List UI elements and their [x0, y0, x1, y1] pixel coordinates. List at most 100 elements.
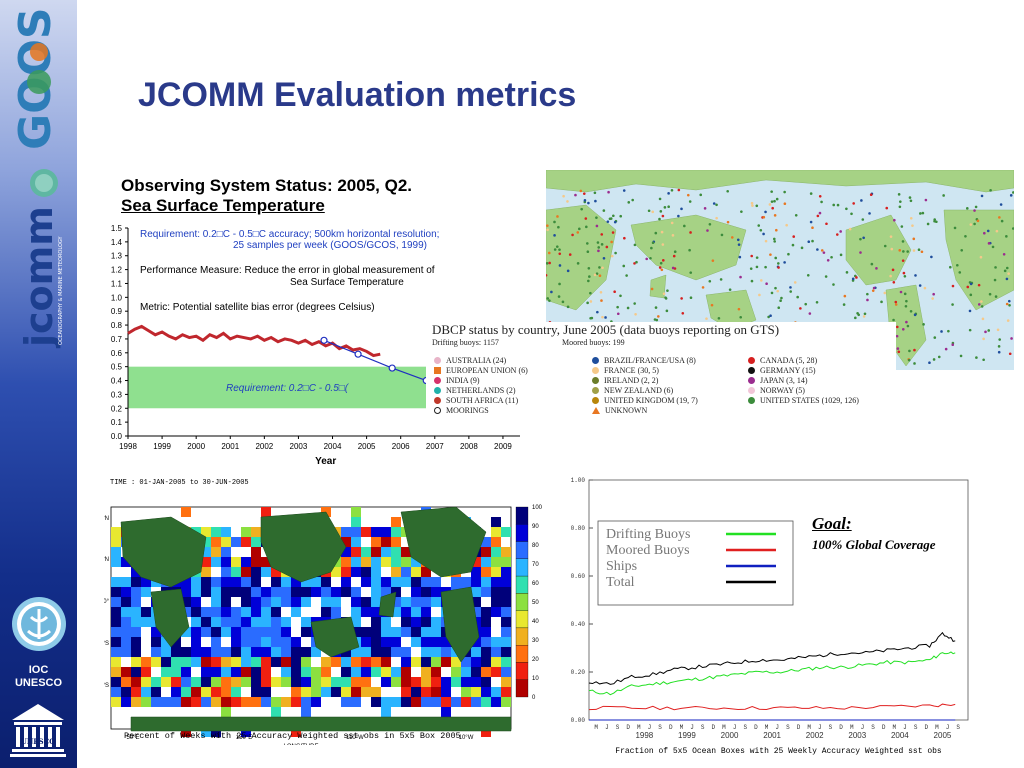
- legend-label: BRAZIL/FRANCE/USA (8): [604, 356, 696, 365]
- grid-cell: [401, 697, 411, 707]
- grid-cell: [431, 657, 441, 667]
- band-label: Requirement: 0.2□C - 0.5□(: [226, 383, 350, 394]
- grid-cell: [221, 557, 231, 567]
- month-tick-label: J: [903, 724, 907, 731]
- sidebar: GOOS jcomm OCEANOGRAPHY & MARINE METEORO…: [0, 0, 77, 768]
- buoy-dot: [895, 325, 899, 329]
- buoy-dot: [923, 286, 927, 290]
- grid-cell: [151, 647, 161, 657]
- buoy-dot: [755, 204, 759, 208]
- grid-cell: [181, 697, 191, 707]
- lat-label: 40°N: [104, 557, 109, 563]
- grid-cell: [311, 677, 321, 687]
- grid-cell: [391, 697, 401, 707]
- buoy-dot: [651, 241, 655, 245]
- grid-cell: [211, 697, 221, 707]
- buoy-dot: [894, 303, 898, 306]
- grid-cell: [441, 697, 451, 707]
- month-tick-label: S: [871, 724, 875, 731]
- grid-cell: [301, 677, 311, 687]
- buoy-dot: [670, 188, 674, 192]
- grid-cell: [371, 577, 381, 587]
- grid-cell: [121, 577, 131, 587]
- buoy-dot: [953, 226, 957, 230]
- grid-cell: [391, 527, 401, 537]
- dbcp-legend-panel: DBCP status by country, June 2005 (data …: [426, 322, 896, 422]
- grid-cell: [181, 647, 191, 657]
- buoy-dot: [546, 224, 549, 227]
- grid-cell: [501, 607, 511, 617]
- buoy-dot: [969, 282, 973, 286]
- buoy-dot: [604, 316, 607, 319]
- grid-cell: [361, 607, 371, 617]
- grid-cell: [131, 667, 141, 677]
- grid-cell: [251, 607, 261, 617]
- buoy-dot: [937, 355, 941, 359]
- buoy-dot: [590, 316, 594, 320]
- grid-cell: [431, 697, 441, 707]
- buoy-dot: [647, 209, 651, 213]
- grid-cell: [411, 607, 421, 617]
- colorbar-swatch: [515, 593, 529, 611]
- buoy-dot: [947, 329, 950, 333]
- grid-cell: [351, 617, 361, 627]
- buoy-dot: [601, 266, 604, 270]
- x-tick-label: 2001: [221, 442, 239, 451]
- grid-cell: [301, 617, 311, 627]
- grid-cell: [221, 527, 231, 537]
- buoy-dot: [981, 317, 985, 321]
- buoy-dot: [860, 199, 863, 202]
- grid-cell: [271, 607, 281, 617]
- grid-cell: [221, 617, 231, 627]
- buoy-dot: [600, 233, 604, 236]
- buoy-dot: [597, 249, 600, 253]
- month-tick-label: S: [956, 724, 960, 731]
- grid-cell: [221, 687, 231, 697]
- buoy-dot: [623, 236, 626, 240]
- grid-cell: [371, 607, 381, 617]
- grid-cell: [221, 587, 231, 597]
- buoy-dot: [824, 275, 828, 278]
- grid-cell: [381, 667, 391, 677]
- buoy-dot: [885, 206, 889, 210]
- grid-cell: [351, 627, 361, 637]
- buoy-dot: [768, 203, 772, 206]
- buoy-dot: [866, 298, 869, 302]
- grid-cell: [321, 607, 331, 617]
- buoy-dot: [883, 244, 887, 248]
- buoy-dot: [558, 252, 562, 256]
- buoy-dot: [578, 227, 581, 231]
- legend-marker-icon: [748, 367, 755, 374]
- grid-cell: [291, 587, 301, 597]
- legend-marker-icon: [592, 387, 599, 394]
- buoy-dot: [738, 255, 742, 259]
- buoy-dot: [602, 256, 606, 260]
- grid-cell: [481, 577, 491, 587]
- dbcp-legend-item: UNITED STATES (1029, 126): [748, 396, 859, 406]
- grid-cell: [471, 567, 481, 577]
- buoy-dot: [677, 188, 681, 192]
- buoy-dot: [896, 347, 900, 350]
- grid-cell: [361, 687, 371, 697]
- y-tick-label: 0.60: [571, 573, 586, 580]
- grid-cell: [341, 657, 351, 667]
- buoy-dot: [816, 214, 820, 218]
- grid-cell: [221, 607, 231, 617]
- buoy-dot: [661, 243, 665, 246]
- grid-cell: [121, 647, 131, 657]
- grid-cell: [301, 667, 311, 677]
- grid-cell: [431, 667, 441, 677]
- grid-cell: [381, 557, 391, 567]
- grid-cell: [401, 657, 411, 667]
- grid-cell: [351, 687, 361, 697]
- buoy-dot: [558, 248, 561, 251]
- buoy-dot: [779, 299, 782, 303]
- grid-cell: [281, 657, 291, 667]
- grid-cell: [261, 657, 271, 667]
- buoy-dot: [566, 269, 570, 273]
- month-tick-label: M: [850, 724, 854, 731]
- buoy-dot: [677, 214, 680, 218]
- buoy-dot: [898, 249, 902, 252]
- grid-cell: [251, 627, 261, 637]
- buoy-dot: [666, 289, 669, 292]
